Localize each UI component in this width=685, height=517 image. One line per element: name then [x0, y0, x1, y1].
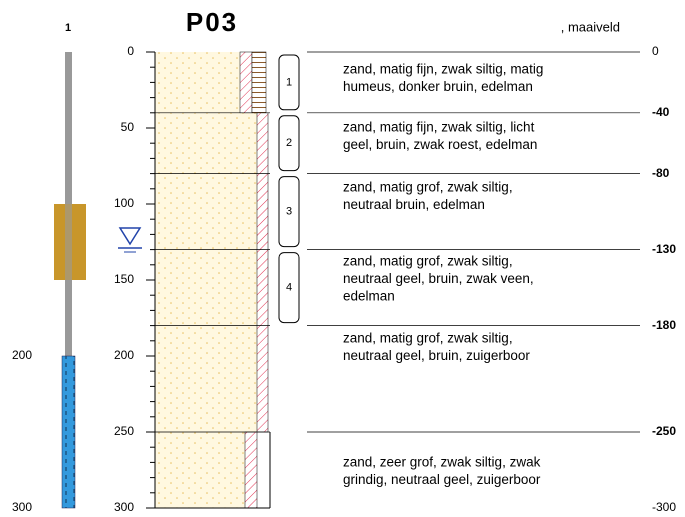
casing [65, 204, 72, 280]
layer-description: zand, matig fijn, zwak siltig, licht [343, 120, 535, 135]
depth-label: -130 [652, 242, 676, 256]
depth-label: -250 [652, 424, 676, 438]
layer-description: edelman [343, 289, 395, 304]
scale-label: 0 [127, 44, 134, 58]
layer-box [278, 252, 300, 324]
scale-label: 300 [114, 500, 134, 514]
filter [61, 355, 76, 509]
layer-description: humeus, donker bruin, edelman [343, 79, 533, 94]
depth-label: 0 [652, 44, 659, 58]
log: 200 300 0 50 100 150 200 250 300 0 -40 -80 -130 -180 -… [12, 44, 676, 514]
well-id: 1 [65, 22, 71, 34]
layer-description: zand, matig grof, zwak siltig, [343, 331, 513, 346]
depth-label: -40 [652, 105, 670, 119]
layer-description: neutraal geel, bruin, zwak veen, [343, 271, 534, 286]
layer-description: zand, zeer grof, zwak siltig, zwak [343, 455, 541, 470]
layer-number: 4 [286, 282, 292, 294]
sand [155, 52, 258, 432]
layer-description: neutraal geel, bruin, zuigerboor [343, 348, 530, 363]
depth-label: -80 [652, 166, 670, 180]
well-depth-label: 200 [12, 348, 32, 362]
title: P03 [186, 7, 238, 37]
layer-description: grindig, neutraal geel, zuigerboor [343, 472, 541, 487]
scale-label: 50 [121, 120, 135, 134]
water-level [118, 227, 142, 246]
sand [155, 432, 245, 508]
scale-label: 150 [114, 272, 134, 286]
scale-label: 200 [114, 348, 134, 362]
layer-description: neutraal bruin, edelman [343, 197, 485, 212]
layer-box [278, 54, 300, 111]
layer-description: zand, matig grof, zwak siltig, [343, 254, 513, 269]
depth-label: -300 [652, 500, 676, 514]
reference: , maaiveld [561, 19, 620, 34]
scale-label: 100 [114, 196, 134, 210]
layer-box [278, 176, 300, 248]
depth-label: -180 [652, 318, 676, 332]
humus [251, 51, 267, 114]
scale-label: 250 [114, 424, 134, 438]
layer-number: 2 [286, 137, 292, 149]
layer-description: geel, bruin, zwak roest, edelman [343, 137, 537, 152]
well-depth-label: 300 [12, 500, 32, 514]
layer-description: zand, matig fijn, zwak siltig, matig [343, 62, 543, 77]
hatch [256, 112, 269, 433]
layer-description: zand, matig grof, zwak siltig, [343, 180, 513, 195]
layer-number: 1 [286, 76, 292, 88]
hatch [239, 51, 253, 114]
hatch [244, 431, 258, 509]
layer-box [278, 115, 300, 172]
layer-number: 3 [286, 206, 292, 218]
